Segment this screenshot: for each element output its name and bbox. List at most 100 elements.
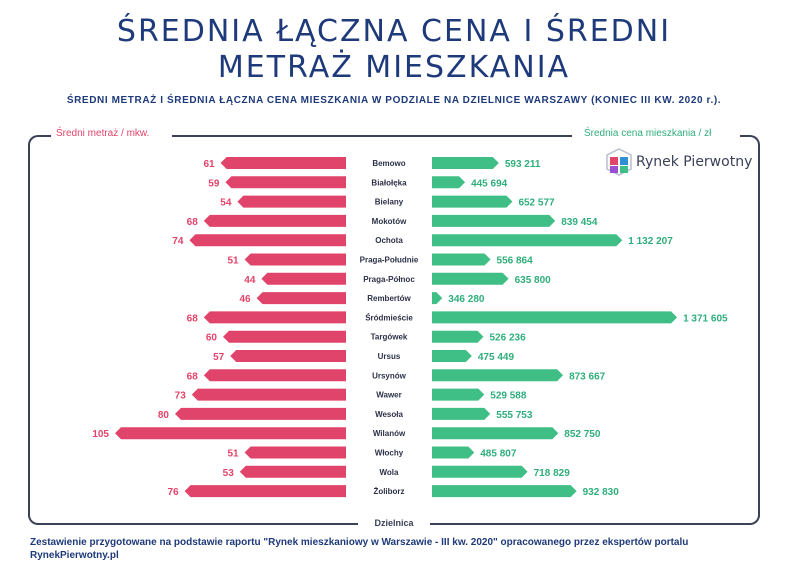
price-value-label: 346 280	[448, 294, 485, 305]
frame-bottom-left	[28, 515, 358, 525]
area-bar	[191, 388, 346, 401]
area-value-label: 59	[208, 178, 220, 189]
price-value-label: 555 753	[496, 410, 533, 421]
price-bar	[432, 485, 577, 498]
area-value-label: 60	[206, 333, 218, 344]
frame-corner-top-left	[28, 135, 51, 145]
price-bar	[432, 446, 475, 459]
area-value-label: 53	[223, 468, 235, 479]
price-bar	[432, 272, 509, 285]
price-bar	[432, 388, 485, 401]
area-bar	[244, 253, 346, 266]
price-value-label: 652 577	[518, 198, 555, 209]
area-value-label: 44	[244, 275, 256, 286]
area-value-label: 80	[158, 410, 170, 421]
category-label: Wola	[380, 468, 400, 477]
area-value-label: 46	[239, 294, 251, 305]
chart-subtitle: ŚREDNI METRAŻ I ŚREDNIA ŁĄCZNA CENA MIES…	[66, 95, 722, 106]
area-bar	[239, 465, 346, 478]
area-value-label: 54	[220, 198, 232, 209]
category-label: Rembertów	[367, 294, 411, 303]
category-label: Wesoła	[375, 410, 403, 419]
rynek-pierwotny-logo: Rynek Pierwotny	[606, 148, 752, 178]
chart-title-line-1: ŚREDNIA ŁĄCZNA CENA I ŚREDNI	[116, 14, 672, 49]
category-label: Wilanów	[373, 429, 406, 438]
price-bar	[432, 427, 559, 440]
area-bar	[237, 195, 346, 208]
price-value-label: 593 211	[505, 159, 541, 170]
category-label: Bielany	[375, 198, 404, 207]
category-label: Śródmieście	[365, 313, 413, 322]
house-logo-icon	[606, 148, 632, 176]
price-value-label: 1 371 605	[683, 313, 728, 324]
price-bar	[432, 253, 491, 266]
category-label: Wawer	[376, 391, 402, 400]
right-axis-label: Średnia cena mieszkania / zł	[584, 128, 712, 139]
area-value-label: 57	[213, 352, 225, 363]
area-value-label: 51	[227, 449, 239, 460]
price-bar	[432, 195, 513, 208]
price-value-label: 635 800	[515, 275, 552, 286]
category-label: Ursus	[378, 352, 401, 361]
category-axis-label: Dzielnica	[374, 518, 414, 528]
area-bar	[223, 330, 346, 343]
price-value-label: 852 750	[564, 429, 601, 440]
price-value-label: 526 236	[490, 333, 527, 344]
price-value-label: 718 829	[534, 468, 571, 479]
category-label: Bemowo	[372, 159, 405, 168]
area-bar	[203, 311, 346, 324]
area-bar	[244, 446, 346, 459]
price-value-label: 932 830	[583, 487, 620, 498]
area-bar	[225, 176, 346, 189]
area-bar	[261, 272, 346, 285]
area-value-label: 51	[227, 256, 239, 267]
price-bar	[432, 234, 623, 247]
category-label: Ochota	[375, 236, 403, 245]
area-bar	[184, 485, 346, 498]
price-bar	[432, 369, 564, 382]
price-bar	[432, 465, 528, 478]
left-axis-label: Średni metraż / mkw.	[56, 128, 150, 139]
frame-left-side	[28, 145, 30, 517]
price-value-label: 1 132 207	[628, 236, 673, 247]
frame-right-side	[758, 145, 760, 517]
area-bar	[115, 427, 346, 440]
area-value-label: 68	[187, 313, 199, 324]
area-value-label: 76	[167, 487, 179, 498]
category-label: Praga-Północ	[363, 275, 415, 284]
area-bar	[230, 350, 346, 362]
category-label: Żoliborz	[373, 487, 404, 496]
chart-title-line-2: METRAŻ MIESZKANIA	[217, 50, 571, 85]
price-bar	[432, 292, 443, 305]
price-value-label: 873 667	[569, 371, 606, 382]
area-value-label: 73	[175, 391, 187, 402]
price-bar	[432, 176, 466, 189]
price-value-label: 529 588	[490, 391, 527, 402]
frame-top-line	[172, 135, 572, 137]
area-value-label: 105	[92, 429, 109, 440]
price-value-label: 445 694	[471, 178, 508, 189]
category-label: Białołęka	[371, 178, 407, 187]
area-bar	[189, 234, 346, 247]
category-label: Ursynów	[372, 371, 407, 380]
price-bar	[432, 311, 678, 324]
frame-corner-top-right	[740, 135, 760, 145]
category-label: Mokotów	[372, 217, 407, 226]
price-value-label: 475 449	[478, 352, 515, 363]
logo-text: Rynek Pierwotny	[636, 154, 753, 170]
area-bar	[203, 214, 346, 227]
footer-source-note: Zestawienie przygotowane na podstawie ra…	[30, 537, 689, 561]
category-label: Włochy	[375, 449, 404, 458]
price-value-label: 485 807	[480, 449, 517, 460]
price-bar	[432, 214, 556, 227]
price-bar	[432, 157, 499, 169]
area-value-label: 68	[187, 217, 199, 228]
price-bar	[432, 407, 491, 420]
price-value-label: 556 864	[497, 256, 534, 267]
price-bar	[432, 350, 472, 362]
area-value-label: 61	[203, 159, 215, 170]
category-label: Targówek	[371, 333, 408, 342]
area-bar	[175, 407, 346, 420]
area-value-label: 74	[172, 236, 184, 247]
